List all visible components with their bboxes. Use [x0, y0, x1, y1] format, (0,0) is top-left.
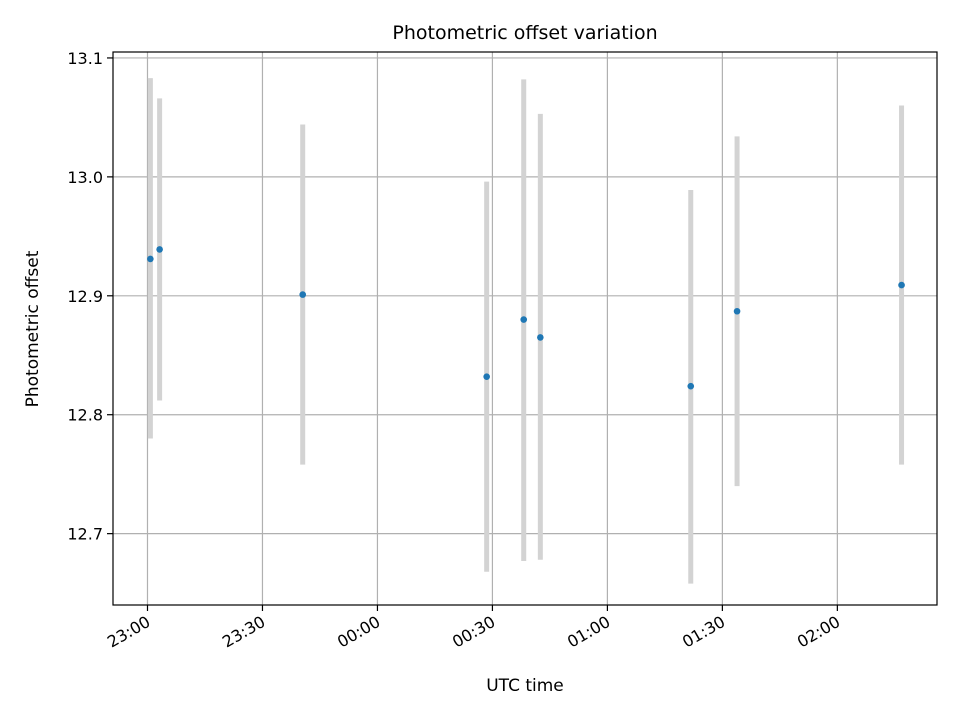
y-tick-label: 13.0: [67, 168, 103, 187]
data-point: [733, 307, 741, 315]
y-tick-label: 12.7: [67, 525, 103, 544]
y-tick-label: 13.1: [67, 49, 103, 68]
data-point: [147, 255, 154, 263]
y-tick-label: 12.8: [67, 406, 103, 425]
x-tick-label: 23:00: [104, 612, 153, 652]
data-point: [520, 316, 528, 323]
x-axis-ticks: 23:00 23:30 00:00 00:30 01:00 01:30 02:00: [104, 605, 843, 652]
data-point: [537, 334, 544, 341]
data-point: [687, 382, 695, 390]
x-tick-label: 00:00: [334, 612, 383, 652]
data-point: [483, 373, 490, 380]
data-point: [898, 281, 905, 289]
x-axis-label: UTC time: [486, 676, 564, 696]
y-axis-label: Photometric offset: [23, 250, 43, 407]
data-point: [156, 246, 163, 253]
data-points: [147, 246, 905, 390]
x-tick-label: 02:00: [794, 612, 843, 652]
x-tick-label: 01:30: [679, 612, 728, 652]
x-tick-label: 00:30: [449, 612, 498, 652]
x-tick-label: 01:00: [564, 612, 613, 652]
chart-title: Photometric offset variation: [392, 22, 657, 44]
data-point: [299, 291, 307, 298]
y-tick-label: 12.9: [67, 287, 103, 306]
x-tick-label: 23:30: [219, 612, 268, 652]
plot-frame: [112, 51, 938, 606]
y-axis-ticks: 12.7 12.8 12.9 13.0 13.1: [67, 49, 113, 544]
